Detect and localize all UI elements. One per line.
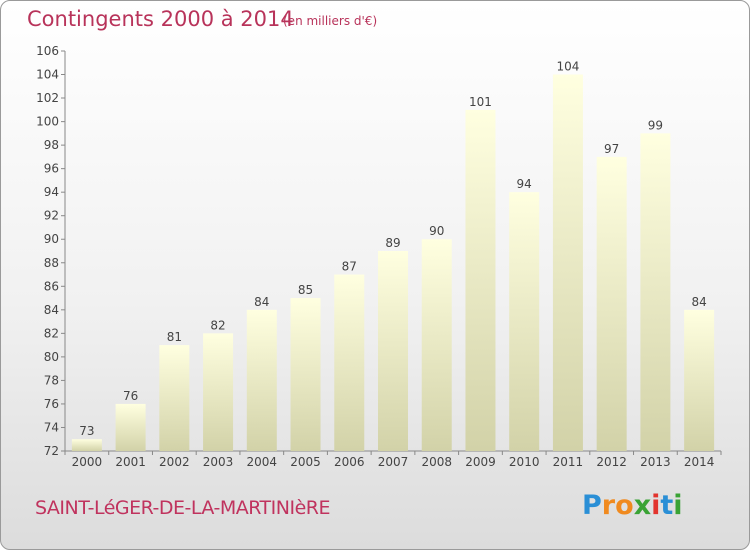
data-label: 87 <box>342 260 357 274</box>
y-tick-label: 84 <box>44 303 59 317</box>
proxiti-logo: Proxiti <box>582 490 683 521</box>
y-tick-label: 90 <box>44 232 59 246</box>
data-label: 104 <box>556 60 579 74</box>
bar <box>290 298 321 451</box>
y-tick-label: 98 <box>44 138 59 152</box>
bar <box>203 333 234 451</box>
data-label: 84 <box>254 295 269 309</box>
bar <box>71 439 102 451</box>
logo-letter: i <box>673 490 683 521</box>
data-label: 101 <box>469 95 492 109</box>
bar <box>334 274 365 451</box>
x-tick-label: 2001 <box>115 455 146 469</box>
x-tick-label: 2000 <box>72 455 103 469</box>
y-tick-label: 72 <box>44 444 59 458</box>
bar <box>465 109 496 451</box>
data-label: 84 <box>691 295 706 309</box>
data-label: 89 <box>385 236 400 250</box>
data-label: 94 <box>517 177 532 191</box>
bar <box>115 403 146 451</box>
logo-letter: P <box>582 490 602 521</box>
x-tick-label: 2006 <box>334 455 365 469</box>
logo-letter: t <box>660 490 674 521</box>
bar <box>552 74 583 451</box>
y-tick-label: 86 <box>44 279 59 293</box>
bar <box>684 309 715 451</box>
y-tick-label: 100 <box>36 115 59 129</box>
x-tick-label: 2009 <box>465 455 496 469</box>
y-tick-label: 82 <box>44 326 59 340</box>
bar <box>378 251 408 451</box>
x-tick-label: 2010 <box>509 455 540 469</box>
bar <box>596 156 627 451</box>
x-tick-label: 2007 <box>378 455 409 469</box>
x-tick-label: 2004 <box>247 455 278 469</box>
logo-letter: i <box>651 490 661 521</box>
bar <box>421 239 452 451</box>
data-label: 85 <box>298 283 313 297</box>
commune-name: SAINT-LéGER-DE-LA-MARTINIèRE <box>35 497 330 519</box>
logo-letter: r <box>601 490 616 521</box>
y-tick-label: 106 <box>36 44 59 58</box>
data-label: 73 <box>79 424 94 438</box>
y-tick-label: 78 <box>44 373 59 387</box>
x-tick-label: 2014 <box>684 455 715 469</box>
chart-title: Contingents 2000 à 2014 <box>27 7 294 31</box>
data-label: 76 <box>123 389 138 403</box>
logo-letter: o <box>615 490 634 521</box>
y-tick-label: 88 <box>44 256 59 270</box>
x-tick-label: 2008 <box>421 455 452 469</box>
bar <box>159 345 190 451</box>
y-tick-label: 92 <box>44 209 59 223</box>
chart-unit: (en milliers d'€) <box>283 14 378 28</box>
y-tick-label: 104 <box>36 68 59 82</box>
data-label: 97 <box>604 142 619 156</box>
y-tick-label: 76 <box>44 397 59 411</box>
y-tick-label: 80 <box>44 350 59 364</box>
y-tick-label: 74 <box>44 420 59 434</box>
data-label: 90 <box>429 224 444 238</box>
x-tick-label: 2012 <box>596 455 627 469</box>
y-tick-label: 94 <box>44 185 59 199</box>
data-label: 82 <box>210 318 225 332</box>
data-label: 81 <box>167 330 182 344</box>
x-tick-label: 2002 <box>159 455 190 469</box>
y-tick-label: 96 <box>44 162 59 176</box>
x-tick-label: 2005 <box>290 455 321 469</box>
x-tick-label: 2003 <box>203 455 234 469</box>
x-tick-label: 2013 <box>640 455 671 469</box>
bar <box>509 192 540 452</box>
bar <box>640 133 671 451</box>
bar <box>246 309 277 451</box>
y-tick-label: 102 <box>36 91 59 105</box>
x-tick-label: 2011 <box>553 455 584 469</box>
data-label: 99 <box>648 118 663 132</box>
logo-letter: x <box>633 490 652 521</box>
